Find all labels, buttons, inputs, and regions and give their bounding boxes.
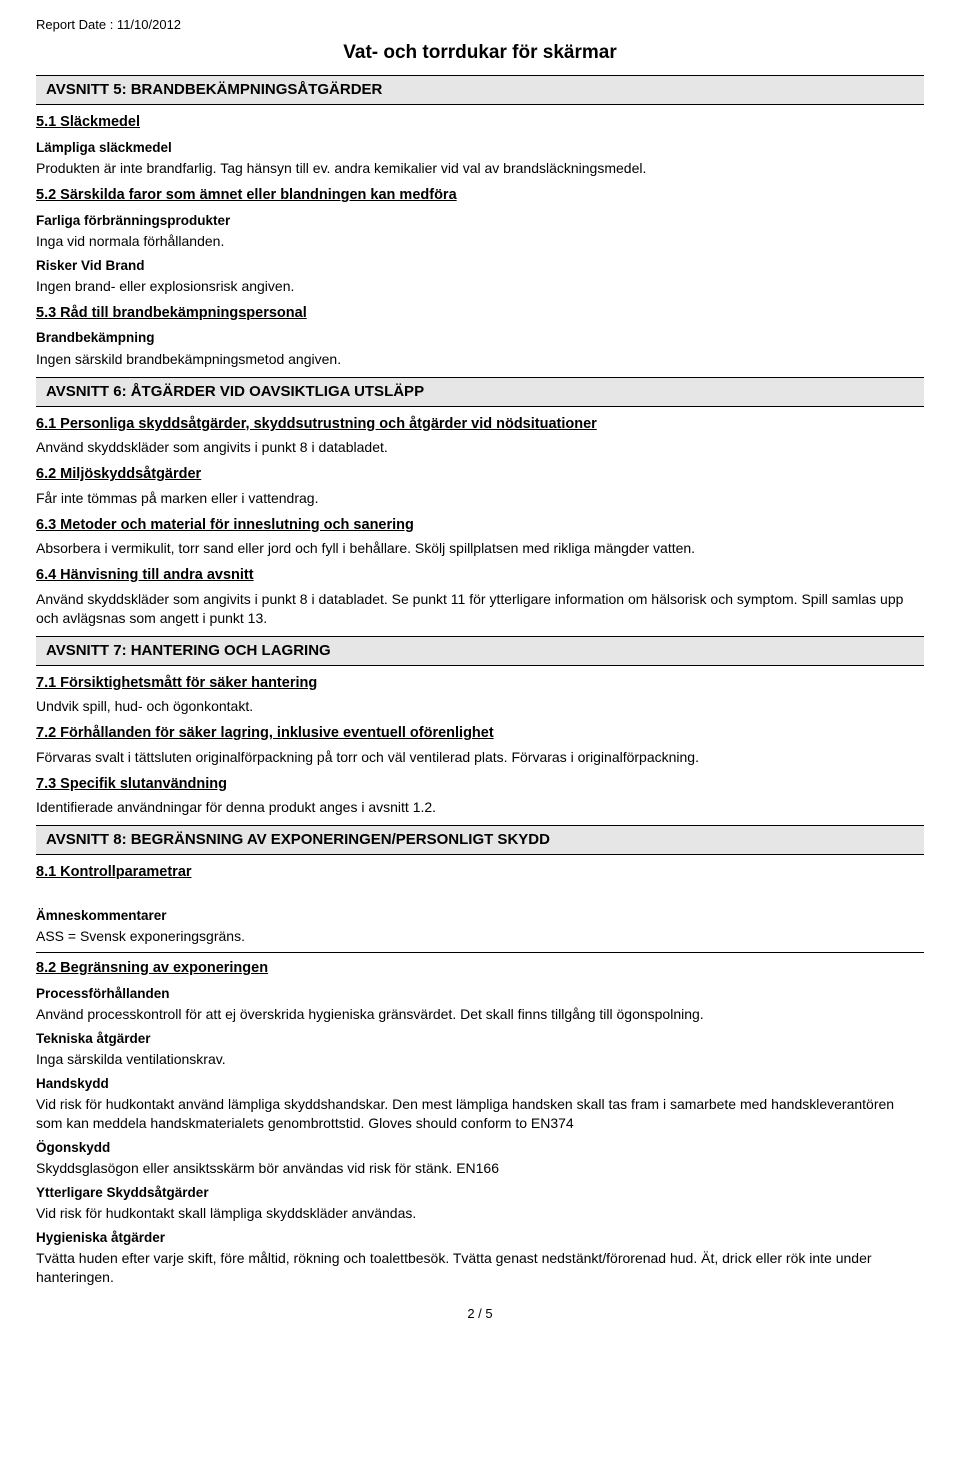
section-8-header: AVSNITT 8: BEGRÄNSNING AV EXPONERINGEN/P… (36, 825, 924, 855)
sec-7-2-text: Förvaras svalt i tättsluten originalförp… (36, 748, 924, 767)
document-title: Vat- och torrdukar för skärmar (36, 40, 924, 66)
processforhallanden-label: Processförhållanden (36, 985, 924, 1003)
brandbekampning-text: Ingen särskild brandbekämpningsmetod ang… (36, 350, 924, 369)
risker-vid-brand-label: Risker Vid Brand (36, 257, 924, 275)
sec-6-4-text: Använd skyddskläder som angivits i punkt… (36, 590, 924, 628)
section-6-header: AVSNITT 6: ÅTGÄRDER VID OAVSIKTLIGA UTSL… (36, 377, 924, 407)
ogonskydd-label: Ögonskydd (36, 1139, 924, 1157)
farliga-forbr-text: Inga vid normala förhållanden. (36, 232, 924, 251)
subsection-6-2: 6.2 Miljöskyddsåtgärder (36, 465, 924, 485)
amneskommentarer-label: Ämneskommentarer (36, 907, 924, 925)
subsection-7-1: 7.1 Försiktighetsmått för säker hanterin… (36, 674, 924, 694)
subsection-8-2: 8.2 Begränsning av exponeringen (36, 959, 924, 979)
subsection-8-1: 8.1 Kontrollparametrar (36, 863, 924, 883)
ytterligare-skydds-text: Vid risk för hudkontakt skall lämpliga s… (36, 1204, 924, 1223)
processforhallanden-text: Använd processkontroll för att ej översk… (36, 1005, 924, 1024)
sec-6-1-text: Använd skyddskläder som angivits i punkt… (36, 438, 924, 457)
risker-vid-brand-text: Ingen brand- eller explosionsrisk angive… (36, 277, 924, 296)
amneskommentarer-text: ASS = Svensk exponeringsgräns. (36, 927, 924, 946)
brandbekampning-label: Brandbekämpning (36, 329, 924, 347)
section-5-header: AVSNITT 5: BRANDBEKÄMPNINGSÅTGÄRDER (36, 75, 924, 105)
sec-6-2-text: Får inte tömmas på marken eller i vatten… (36, 489, 924, 508)
hygieniska-atgarder-label: Hygieniska åtgärder (36, 1229, 924, 1247)
section-7-header: AVSNITT 7: HANTERING OCH LAGRING (36, 636, 924, 666)
lampliga-slackmedel-label: Lämpliga släckmedel (36, 139, 924, 157)
ytterligare-skydds-label: Ytterligare Skyddsåtgärder (36, 1184, 924, 1202)
handskydd-text: Vid risk för hudkontakt använd lämpliga … (36, 1095, 924, 1133)
subsection-5-2: 5.2 Särskilda faror som ämnet eller blan… (36, 186, 924, 206)
subsection-6-4: 6.4 Hänvisning till andra avsnitt (36, 566, 924, 586)
lampliga-slackmedel-text: Produkten är inte brandfarlig. Tag hänsy… (36, 159, 924, 178)
subsection-6-3: 6.3 Metoder och material för inneslutnin… (36, 516, 924, 536)
hygieniska-atgarder-text: Tvätta huden efter varje skift, före mål… (36, 1249, 924, 1287)
tekniska-atgarder-text: Inga särskilda ventilationskrav. (36, 1050, 924, 1069)
sec-7-3-text: Identifierade användningar för denna pro… (36, 798, 924, 817)
divider-8-2 (36, 952, 924, 953)
tekniska-atgarder-label: Tekniska åtgärder (36, 1030, 924, 1048)
subsection-5-1: 5.1 Släckmedel (36, 113, 924, 133)
sec-6-3-text: Absorbera i vermikulit, torr sand eller … (36, 539, 924, 558)
ogonskydd-text: Skyddsglasögon eller ansiktsskärm bör an… (36, 1159, 924, 1178)
handskydd-label: Handskydd (36, 1075, 924, 1093)
subsection-7-2: 7.2 Förhållanden för säker lagring, inkl… (36, 724, 924, 744)
sec-7-1-text: Undvik spill, hud- och ögonkontakt. (36, 697, 924, 716)
subsection-7-3: 7.3 Specifik slutanvändning (36, 775, 924, 795)
farliga-forbr-label: Farliga förbränningsprodukter (36, 212, 924, 230)
subsection-6-1: 6.1 Personliga skyddsåtgärder, skyddsutr… (36, 415, 924, 435)
report-date: Report Date : 11/10/2012 (36, 16, 924, 34)
page-number: 2 / 5 (36, 1305, 924, 1323)
subsection-5-3: 5.3 Råd till brandbekämpningspersonal (36, 304, 924, 324)
